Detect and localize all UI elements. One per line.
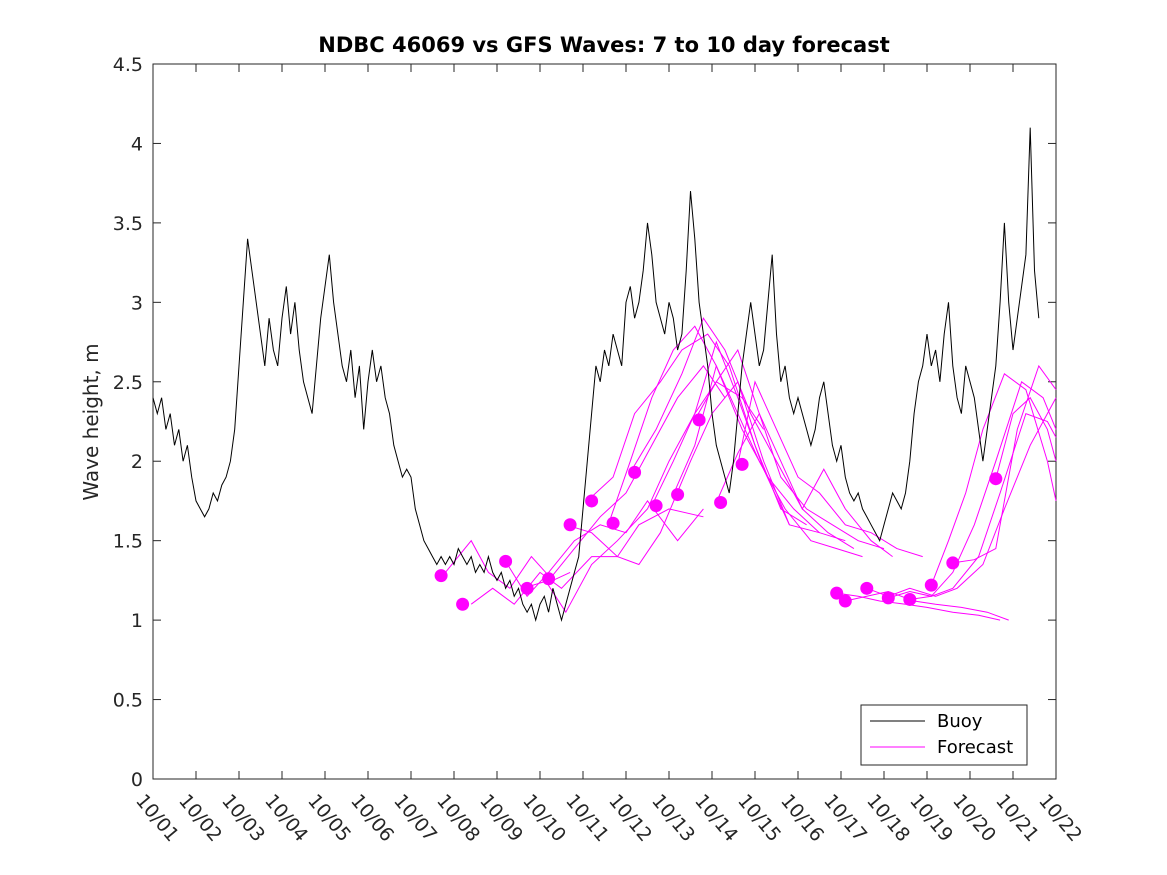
legend-label-forecast: Forecast <box>937 737 1013 758</box>
buoy-line <box>152 127 1040 623</box>
forecast-series-line <box>608 325 820 534</box>
forecast-marker <box>628 465 642 479</box>
forecast-marker <box>456 597 470 611</box>
forecast-marker <box>585 494 599 508</box>
legend-box <box>860 704 1028 766</box>
y-tick-label: 0 <box>131 769 143 791</box>
forecast-marker <box>989 472 1003 486</box>
y-tick-label: 3 <box>131 292 143 314</box>
chart-title: NDBC 46069 vs GFS Waves: 7 to 10 day for… <box>318 33 889 57</box>
forecast-series-line <box>930 373 1057 586</box>
forecast-series-line <box>737 380 923 558</box>
forecast-series-line <box>505 500 704 598</box>
forecast-marker <box>881 591 895 605</box>
y-tick-label: 2.5 <box>113 372 143 394</box>
y-tick-label: 0.5 <box>113 690 143 712</box>
forecast-series-line <box>845 590 1009 621</box>
y-axis-label: Wave height, m <box>79 343 103 500</box>
forecast-series-line <box>888 412 1057 599</box>
forecast-marker <box>434 569 448 583</box>
forecast-series-line <box>909 380 1057 600</box>
forecast-marker <box>520 581 534 595</box>
forecast-series-line <box>522 365 726 589</box>
forecast-marker <box>542 572 556 586</box>
forecast-marker <box>499 554 513 568</box>
forecast-marker <box>671 488 685 502</box>
forecast-marker <box>563 518 577 532</box>
forecast-series-line <box>995 396 1057 479</box>
forecast-marker <box>924 578 938 592</box>
forecast-marker <box>838 594 852 608</box>
forecast-series-line <box>470 508 704 605</box>
forecast-marker <box>830 586 844 600</box>
forecast-marker <box>649 499 663 513</box>
forecast-series-line <box>543 381 765 614</box>
forecast-series-line <box>866 397 1057 597</box>
plot-frame <box>152 63 1057 780</box>
forecast-marker <box>903 592 917 606</box>
y-tick-label: 2 <box>131 451 143 473</box>
forecast-marker <box>692 413 706 427</box>
y-tick-label: 1 <box>131 610 143 632</box>
forecast-series-line <box>694 348 885 550</box>
forecast-marker <box>946 556 960 570</box>
legend: Buoy Forecast <box>860 704 1028 766</box>
forecast-marker <box>860 581 874 595</box>
y-tick-label: 3.5 <box>113 213 143 235</box>
forecast-series-line <box>629 317 855 550</box>
y-tick-label: 1.5 <box>113 531 143 553</box>
legend-label-buoy: Buoy <box>937 711 983 732</box>
forecast-series-line <box>651 340 846 542</box>
forecast-marker <box>714 496 728 510</box>
y-tick-label: 4.5 <box>113 54 143 76</box>
forecast-series-line <box>952 364 1057 564</box>
forecast-marker <box>606 516 620 530</box>
y-tick-label: 4 <box>131 133 143 155</box>
forecast-marker <box>735 457 749 471</box>
